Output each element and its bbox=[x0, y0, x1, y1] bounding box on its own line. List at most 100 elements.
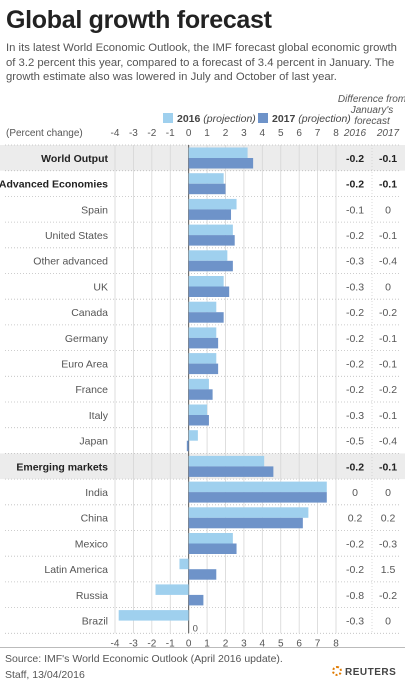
category-label: Other advanced bbox=[33, 256, 108, 268]
bar-2016 bbox=[118, 610, 189, 621]
category-label: China bbox=[81, 513, 109, 525]
bar-2016 bbox=[188, 353, 217, 364]
tick-label-top: 8 bbox=[333, 128, 339, 139]
diff-2017: -0.1 bbox=[379, 461, 397, 473]
category-label: Italy bbox=[89, 410, 109, 422]
diff-2017: -0.4 bbox=[379, 436, 397, 448]
bar-2016 bbox=[188, 378, 209, 390]
bar-2016 bbox=[188, 198, 237, 210]
diff-2016: -0.3 bbox=[346, 615, 364, 627]
category-label: Emerging markets bbox=[16, 461, 108, 473]
diff-col-header: 2016 bbox=[343, 128, 367, 139]
diff-2017: -0.1 bbox=[379, 358, 397, 370]
tick-label-bottom: 6 bbox=[296, 638, 302, 649]
diff-2016: -0.2 bbox=[346, 333, 364, 345]
diff-2017: -0.1 bbox=[379, 230, 397, 242]
brand-name: REUTERS bbox=[345, 667, 397, 678]
tick-label-bottom: 5 bbox=[278, 638, 284, 649]
category-label: Canada bbox=[71, 307, 108, 319]
tick-label-bottom: 7 bbox=[315, 638, 321, 649]
diff-2017: 0 bbox=[385, 281, 391, 293]
tick-label-bottom: 8 bbox=[333, 638, 339, 649]
bar-2017 bbox=[188, 363, 219, 375]
category-label: World Output bbox=[41, 153, 108, 165]
diff-2017: -0.1 bbox=[379, 410, 397, 422]
category-label: Mexico bbox=[75, 538, 108, 550]
bar-2017 bbox=[188, 543, 237, 554]
legend-label: 2017 (projection) bbox=[272, 113, 351, 125]
tick-label-bottom: 2 bbox=[223, 638, 229, 649]
diff-2017: -0.4 bbox=[379, 256, 397, 268]
bar-2016 bbox=[188, 327, 217, 338]
tick-label-top: 0 bbox=[186, 128, 192, 139]
diff-2016: -0.1 bbox=[346, 204, 364, 216]
tick-label-top: -2 bbox=[147, 128, 156, 139]
bar-2016 bbox=[188, 455, 265, 467]
diff-2016: -0.2 bbox=[346, 153, 364, 165]
bar-2017 bbox=[186, 440, 189, 452]
tick-label-top: -1 bbox=[166, 128, 175, 139]
bar-2016 bbox=[155, 584, 189, 595]
bar-2016 bbox=[188, 276, 224, 287]
tick-label-top: 6 bbox=[296, 128, 302, 139]
bar-2017 bbox=[188, 517, 303, 529]
category-label: Russia bbox=[76, 590, 108, 602]
diff-2017: -0.2 bbox=[379, 307, 397, 319]
category-label: Euro Area bbox=[61, 358, 108, 370]
bar-2016 bbox=[188, 481, 327, 493]
bar-2016 bbox=[188, 430, 198, 441]
category-label: United States bbox=[45, 230, 108, 242]
bar-2016 bbox=[188, 507, 309, 518]
footer-divider bbox=[0, 647, 405, 648]
bar-2017 bbox=[188, 337, 219, 349]
tick-label-top: -4 bbox=[111, 128, 120, 139]
diff-2017: 1.5 bbox=[381, 564, 396, 576]
diff-2016: -0.2 bbox=[346, 461, 364, 473]
diff-2016: -0.2 bbox=[346, 179, 364, 191]
tick-label-bottom: 0 bbox=[186, 638, 192, 649]
tick-label-top: 1 bbox=[204, 128, 210, 139]
credit-note: Staff, 13/04/2016 bbox=[5, 669, 85, 681]
diff-2016: -0.2 bbox=[346, 358, 364, 370]
category-label: Japan bbox=[79, 436, 108, 448]
category-label: UK bbox=[93, 281, 108, 293]
bar-2017 bbox=[188, 260, 233, 272]
bar-2017 bbox=[188, 235, 235, 246]
bar-2016 bbox=[188, 147, 248, 158]
tick-label-bottom: 1 bbox=[204, 638, 210, 649]
bar-2017 bbox=[188, 158, 254, 169]
diff-2016: -0.3 bbox=[346, 281, 364, 293]
bar-2016 bbox=[188, 533, 233, 544]
brand-logo: REUTERS bbox=[332, 666, 396, 678]
bar-2016 bbox=[179, 558, 189, 570]
tick-label-bottom: -1 bbox=[166, 638, 175, 649]
tick-label-bottom: -2 bbox=[147, 638, 156, 649]
diff-2017: -0.3 bbox=[379, 538, 397, 550]
diff-2016: -0.2 bbox=[346, 307, 364, 319]
legend-swatch bbox=[163, 113, 173, 123]
diff-2017: 0.2 bbox=[381, 513, 396, 525]
diff-2017: -0.1 bbox=[379, 153, 397, 165]
tick-label-top: 4 bbox=[260, 128, 266, 139]
bar-2017 bbox=[188, 415, 209, 426]
bar-2016 bbox=[188, 173, 224, 184]
diff-2016: -0.2 bbox=[346, 230, 364, 242]
diff-2016: -0.2 bbox=[346, 384, 364, 396]
chart: -4-4-3-3-2-2-1-1001122334455667788(Perce… bbox=[0, 94, 405, 649]
category-label: Spain bbox=[81, 204, 108, 216]
diff-2017: -0.2 bbox=[379, 384, 397, 396]
tick-label-bottom: 4 bbox=[260, 638, 266, 649]
bar-2017 bbox=[188, 312, 224, 323]
diff-header: forecast bbox=[354, 116, 391, 127]
bar-2017 bbox=[188, 183, 226, 195]
diff-2017: 0 bbox=[385, 487, 391, 499]
diff-2016: -0.2 bbox=[346, 564, 364, 576]
zero-value-label: 0 bbox=[193, 623, 198, 634]
tick-label-bottom: -3 bbox=[129, 638, 138, 649]
diff-2017: 0 bbox=[385, 204, 391, 216]
tick-label-top: 3 bbox=[241, 128, 247, 139]
category-label: Germany bbox=[65, 333, 109, 345]
category-label: Advanced Economies bbox=[0, 179, 108, 191]
unit-label: (Percent change) bbox=[6, 128, 83, 139]
bar-2017 bbox=[188, 209, 232, 220]
